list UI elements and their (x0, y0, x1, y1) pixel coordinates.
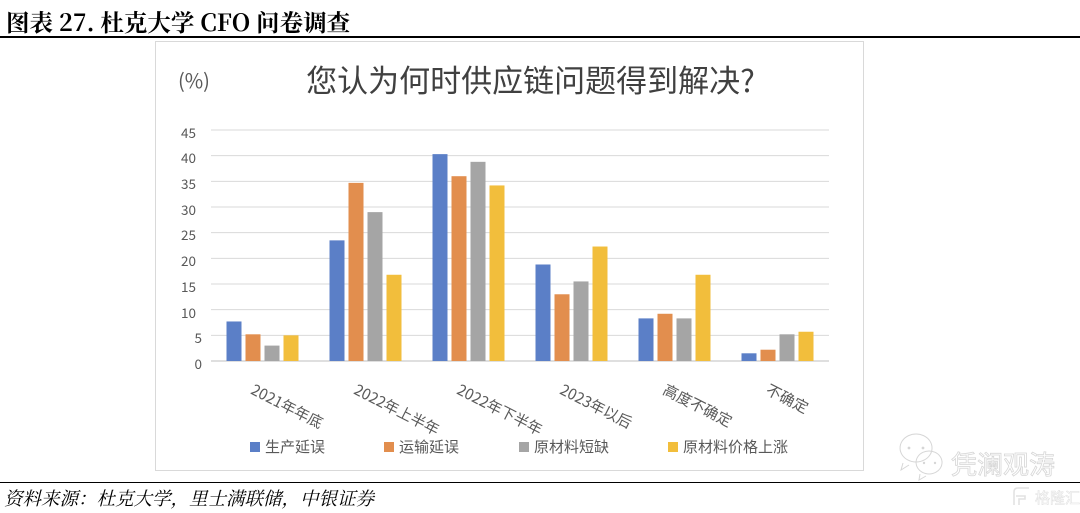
svg-text:格隆汇: 格隆汇 (1035, 487, 1080, 508)
svg-text:凭澜观涛: 凭澜观涛 (951, 445, 1055, 482)
